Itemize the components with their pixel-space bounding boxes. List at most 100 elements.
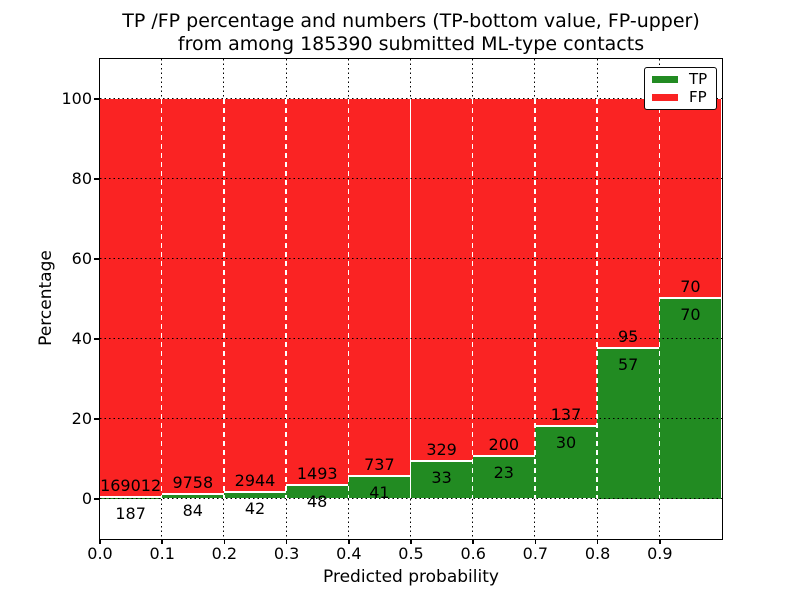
legend-label: TP bbox=[689, 70, 708, 89]
y-tick-label: 100 bbox=[61, 89, 92, 108]
bar-label-tp: 187 bbox=[115, 504, 146, 524]
x-tick-mark bbox=[534, 539, 537, 544]
gridline-vertical-bottom bbox=[410, 498, 411, 539]
x-axis-label: Predicted probability bbox=[323, 567, 499, 587]
bar-segment-fp bbox=[286, 98, 349, 487]
bar-segment-fp bbox=[597, 98, 660, 349]
x-tick-label: 0.6 bbox=[460, 544, 486, 563]
x-tick-label: 0.2 bbox=[211, 544, 238, 563]
x-tick-mark bbox=[285, 539, 288, 544]
bar-label-tp: 30 bbox=[555, 432, 577, 452]
bar-edge-dashed-line bbox=[471, 98, 474, 499]
bar-segment-fp bbox=[410, 98, 473, 463]
plot-area: 169012 187 9758 84 2944 42 1493 48 737 41 329 33 200… bbox=[98, 57, 723, 540]
y-tick-mark bbox=[93, 498, 99, 500]
bar-segment-tp bbox=[597, 348, 660, 499]
legend-row: TP bbox=[652, 72, 709, 87]
gridline-horizontal bbox=[99, 418, 722, 419]
gridline-vertical-bottom bbox=[658, 498, 660, 539]
gridline-vertical-top bbox=[285, 58, 287, 99]
bar-label-fp: 200 bbox=[488, 435, 520, 455]
gridline-vertical-bottom bbox=[223, 498, 225, 539]
gridline-horizontal bbox=[99, 338, 722, 339]
bar-edge-dashed-line bbox=[409, 98, 412, 499]
legend-row: FP bbox=[652, 87, 709, 106]
chart-title: TP /FP percentage and numbers (TP-bottom… bbox=[100, 10, 722, 56]
y-tick-mark bbox=[93, 178, 99, 180]
y-axis-label: Percentage bbox=[36, 250, 56, 346]
gridline-vertical-top bbox=[534, 58, 536, 99]
bar-segment-tp bbox=[161, 495, 224, 499]
bar-label-tp: 41 bbox=[369, 483, 390, 503]
x-tick-label: 0.7 bbox=[522, 544, 549, 563]
bar-edge-dashed-line bbox=[596, 98, 598, 499]
bar-label-fp: 329 bbox=[426, 440, 457, 460]
bar-segment-tp bbox=[410, 462, 473, 499]
bar-segment-fp bbox=[99, 98, 162, 499]
gridline-vertical-top bbox=[223, 58, 225, 99]
bar-label-tp: 48 bbox=[307, 492, 328, 512]
plot-inner: 169012 187 9758 84 2944 42 1493 48 737 41 329 33 200… bbox=[99, 58, 722, 539]
bar-segment-tp bbox=[223, 492, 287, 499]
x-tick-mark bbox=[99, 539, 101, 544]
bar-segment-fp bbox=[161, 98, 224, 496]
gridline-vertical-bottom bbox=[285, 498, 287, 539]
x-tick-label: 0.3 bbox=[273, 544, 300, 563]
x-tick-mark bbox=[659, 539, 661, 544]
y-tick-label: 60 bbox=[71, 249, 92, 268]
gridline-vertical-bottom bbox=[347, 498, 349, 539]
bar-label-fp: 70 bbox=[680, 276, 701, 296]
gridline-horizontal bbox=[99, 178, 722, 179]
gridline-vertical-bottom bbox=[161, 498, 163, 539]
bar-segment-fp bbox=[534, 98, 598, 427]
gridline-vertical-top bbox=[596, 58, 598, 99]
gridline-vertical-top bbox=[410, 58, 411, 99]
chart-title-line-2: from among 185390 submitted ML-type cont… bbox=[177, 33, 645, 55]
bar-label-tp: 33 bbox=[431, 468, 452, 488]
y-tick-mark bbox=[93, 418, 99, 420]
x-tick-mark bbox=[410, 539, 412, 544]
gridline-vertical-top bbox=[161, 58, 163, 99]
bar-label-fp: 95 bbox=[618, 326, 639, 346]
bar-segment-fp bbox=[472, 98, 535, 458]
x-tick-mark bbox=[472, 539, 474, 544]
x-tick-label: 0.4 bbox=[336, 544, 362, 563]
x-tick-label: 0.9 bbox=[647, 544, 673, 563]
bar-label-fp: 737 bbox=[364, 455, 395, 475]
gridline-vertical-bottom bbox=[534, 498, 536, 539]
bar-segment-fp bbox=[223, 98, 287, 493]
bar-segment-tp bbox=[348, 477, 411, 499]
gridline-vertical-bottom bbox=[596, 498, 598, 539]
bar-segment-tp bbox=[286, 486, 349, 499]
gridline-vertical-bottom bbox=[472, 498, 474, 539]
bar-segment-tp bbox=[659, 298, 722, 499]
bar-edge-dashed-line bbox=[223, 98, 225, 499]
y-tick-label: 40 bbox=[71, 329, 92, 348]
y-tick-label: 0 bbox=[81, 489, 92, 508]
bar-label-tp: 84 bbox=[182, 501, 203, 521]
bar-label-fp: 137 bbox=[550, 404, 582, 424]
legend-patch-tp bbox=[652, 76, 678, 84]
bar-segment-fp bbox=[348, 98, 411, 478]
y-tick-mark bbox=[93, 338, 99, 340]
x-tick-label: 0.5 bbox=[398, 544, 424, 563]
bar-label-tp: 23 bbox=[493, 463, 514, 483]
gridline-horizontal bbox=[99, 98, 722, 99]
gridline-horizontal bbox=[99, 258, 722, 259]
bar-edge-dashed-line bbox=[347, 98, 350, 499]
y-tick-mark bbox=[93, 258, 99, 260]
legend-label: FP bbox=[689, 87, 707, 106]
legend-box: TP FP bbox=[644, 67, 717, 110]
bar-segment-fp bbox=[659, 98, 722, 299]
gridline-horizontal bbox=[99, 498, 722, 499]
bar-edge-dashed-line bbox=[534, 98, 536, 499]
x-tick-label: 0.8 bbox=[584, 544, 611, 563]
y-tick-label: 20 bbox=[71, 409, 92, 428]
bar-label-fp: 2944 bbox=[234, 470, 276, 490]
bar-segment-tp bbox=[472, 457, 535, 499]
x-tick-mark bbox=[161, 539, 163, 544]
bar-label-fp: 169012 bbox=[100, 476, 162, 496]
bar-edge-dashed-line bbox=[160, 98, 163, 499]
x-tick-mark bbox=[223, 539, 226, 544]
